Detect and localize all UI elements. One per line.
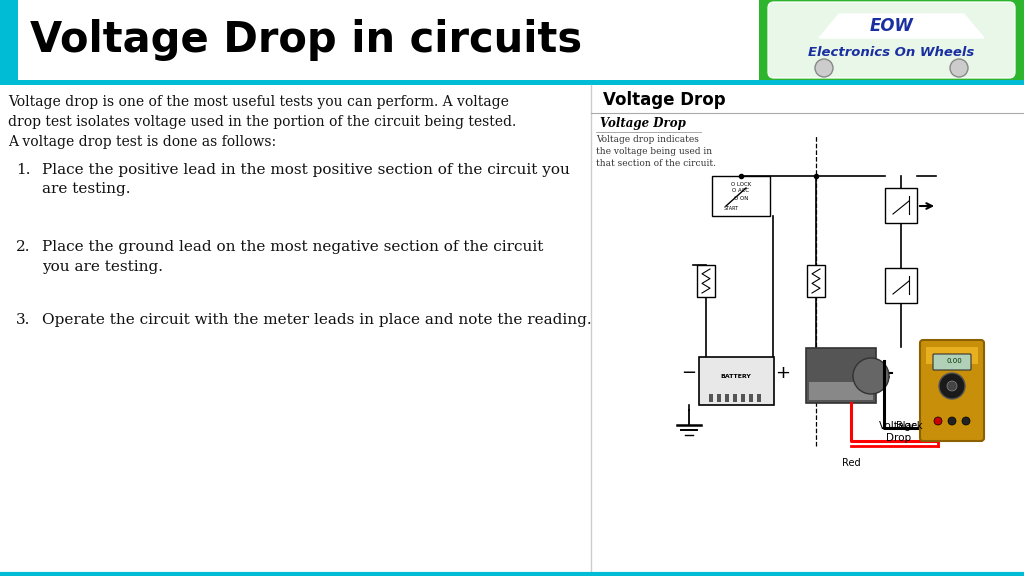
Text: Voltage Drop: Voltage Drop (600, 117, 686, 130)
Bar (757, 394, 761, 402)
Bar (741, 394, 745, 402)
FancyBboxPatch shape (768, 2, 1015, 78)
Bar (709, 394, 713, 402)
Bar (0, 0, 1024, 80)
Polygon shape (819, 14, 984, 38)
FancyBboxPatch shape (920, 340, 984, 441)
Text: 3.: 3. (16, 313, 31, 327)
Text: O ACC: O ACC (732, 188, 750, 194)
Text: −: − (681, 364, 696, 382)
Text: EOW: EOW (869, 17, 913, 35)
Text: +: + (775, 364, 791, 382)
Text: Voltage Drop: Voltage Drop (603, 91, 726, 109)
Bar (697, 265, 715, 297)
Bar (699, 357, 774, 405)
Text: O ON: O ON (734, 195, 749, 200)
Text: Voltage
Drop: Voltage Drop (880, 422, 919, 443)
Bar (733, 394, 737, 402)
Circle shape (939, 373, 965, 399)
Text: Voltage Drop in circuits: Voltage Drop in circuits (30, 19, 582, 61)
Bar (885, 188, 918, 223)
Bar (717, 394, 721, 402)
Text: START: START (723, 206, 738, 210)
Bar (759, 0, 1024, 80)
Text: Place the positive lead in the most positive section of the circuit you
are test: Place the positive lead in the most posi… (42, 163, 570, 196)
Text: 1.: 1. (16, 163, 31, 177)
Text: 2.: 2. (16, 240, 31, 254)
Text: Red: Red (842, 458, 860, 468)
Bar (806, 348, 876, 403)
Circle shape (948, 417, 956, 425)
Bar (0, 80, 1024, 85)
Text: 0.00: 0.00 (946, 358, 962, 364)
Bar (725, 394, 729, 402)
Text: Place the ground lead on the most negative section of the circuit
you are testin: Place the ground lead on the most negati… (42, 240, 544, 274)
Bar (749, 394, 753, 402)
Circle shape (950, 59, 968, 77)
Text: BATTERY: BATTERY (721, 373, 752, 378)
Bar (807, 265, 825, 297)
Circle shape (853, 358, 889, 394)
Text: Voltage drop is one of the most useful tests you can perform. A voltage
drop tes: Voltage drop is one of the most useful t… (8, 95, 516, 149)
Text: O LOCK: O LOCK (731, 181, 752, 187)
Bar (712, 176, 770, 216)
Bar (0, 0, 18, 80)
Circle shape (934, 417, 942, 425)
FancyBboxPatch shape (933, 354, 971, 370)
Text: Voltage drop indicates
the voltage being used in
that section of the circuit.: Voltage drop indicates the voltage being… (596, 135, 716, 168)
Text: Electronics On Wheels: Electronics On Wheels (808, 46, 975, 59)
Text: Operate the circuit with the meter leads in place and note the reading.: Operate the circuit with the meter leads… (42, 313, 592, 327)
Bar (926, 347, 978, 364)
Bar (885, 268, 918, 303)
Circle shape (962, 417, 970, 425)
Circle shape (815, 59, 833, 77)
Text: Black: Black (896, 421, 923, 431)
Bar (809, 382, 873, 400)
Circle shape (947, 381, 957, 391)
